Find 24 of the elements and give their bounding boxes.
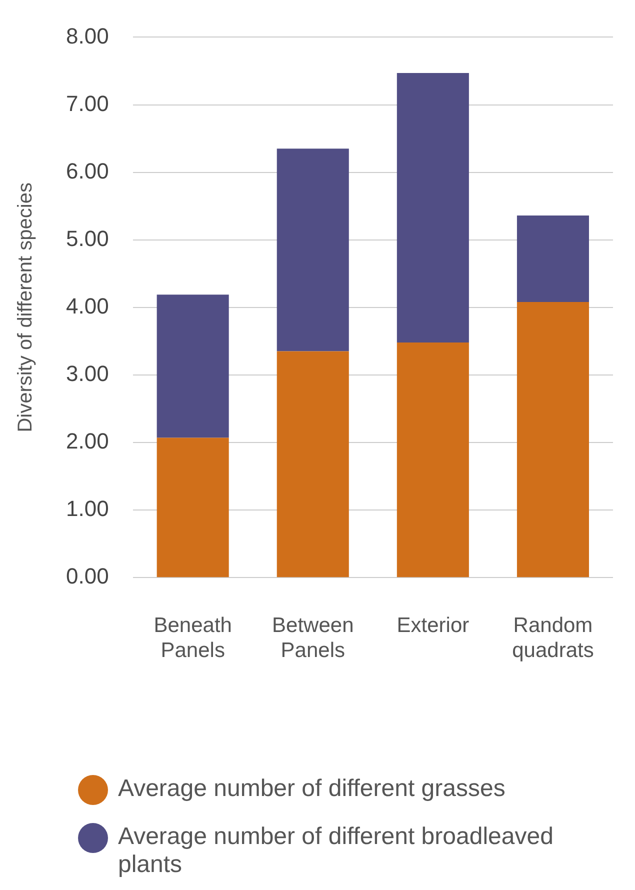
y-tick-label: 4.00 <box>66 293 109 318</box>
x-tick-label: Exterior <box>396 614 470 637</box>
bar <box>396 73 469 343</box>
y-tick-label: 0.00 <box>66 564 109 589</box>
y-tick-label: 8.00 <box>66 23 109 48</box>
y-tick-label: 3.00 <box>66 361 109 386</box>
y-tick-label: 6.00 <box>66 158 109 184</box>
x-tick-label: Beneath Panels <box>154 614 232 662</box>
y-tick-label: 7.00 <box>66 90 109 116</box>
legend-label: Average number of different grasses <box>118 775 506 803</box>
bar <box>516 302 589 578</box>
y-tick-label: 1.00 <box>66 496 109 522</box>
x-tick-label: Random quadrats <box>512 614 594 662</box>
bar <box>396 342 469 578</box>
bar <box>516 216 589 302</box>
y-tick-label: 5.00 <box>66 226 109 251</box>
bar <box>156 438 229 578</box>
legend-label: Average number of different broadleaved plants <box>118 823 554 879</box>
bar <box>276 351 349 578</box>
x-tick-label: Between Panels <box>272 614 354 662</box>
y-tick-label: 2.00 <box>66 428 109 454</box>
bar <box>156 294 229 438</box>
y-axis-title: Diversity of different species <box>14 182 37 432</box>
bar <box>276 148 349 352</box>
